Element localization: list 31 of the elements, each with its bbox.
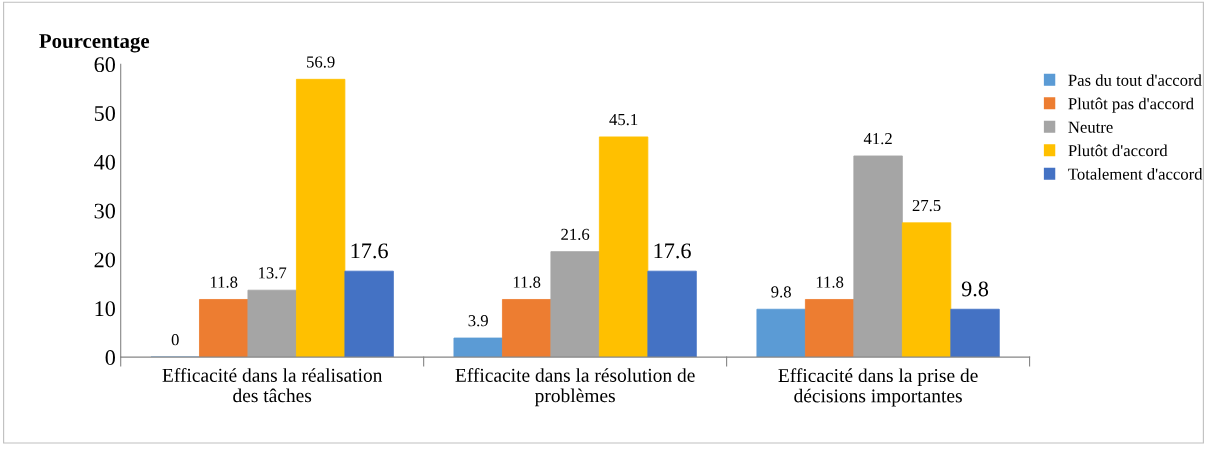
data-label: 0	[171, 334, 179, 346]
y-tick-label: 50	[94, 105, 115, 121]
y-tick-label: 0	[105, 350, 115, 366]
data-label: 11.8	[513, 276, 541, 288]
data-label: 45.1	[609, 114, 638, 126]
x-tick-label: Efficacité dans la réalisation des tâches	[162, 367, 383, 403]
y-tick-label: 40	[94, 154, 115, 170]
data-label: 11.8	[816, 276, 844, 288]
data-label: 9.8	[771, 286, 791, 298]
legend-label: Pas du tout d'accord	[1068, 74, 1202, 86]
legend-label: Totalement d'accord	[1068, 167, 1203, 180]
data-label: 56.9	[307, 56, 335, 68]
x-tick-label: Efficacité dans la prise de décisions importantes	[778, 368, 978, 407]
data-label: 41.2	[863, 133, 892, 145]
data-label: 27.5	[912, 199, 941, 212]
y-tick-label: 60	[94, 57, 115, 73]
y-tick-label: 20	[94, 252, 115, 268]
legend-label: Neutre	[1068, 121, 1113, 133]
data-label: 11.8	[210, 276, 238, 288]
data-label: 17.6	[351, 243, 388, 259]
legend-label: Plutôt d'accord	[1068, 144, 1168, 157]
data-label: 13.7	[259, 267, 287, 279]
y-tick-label: 30	[94, 203, 115, 219]
data-label: 17.6	[654, 243, 691, 259]
data-label: 3.9	[468, 315, 488, 327]
y-tick-label: 10	[95, 301, 115, 317]
x-tick-label: Efficacite dans la résolution de problèmes	[455, 367, 695, 407]
data-label: 9.8	[961, 281, 989, 297]
y-axis-title: Pourcentage	[39, 34, 150, 53]
legend-label: Plutôt pas d'accord	[1068, 97, 1194, 113]
data-label: 21.6	[561, 228, 590, 240]
